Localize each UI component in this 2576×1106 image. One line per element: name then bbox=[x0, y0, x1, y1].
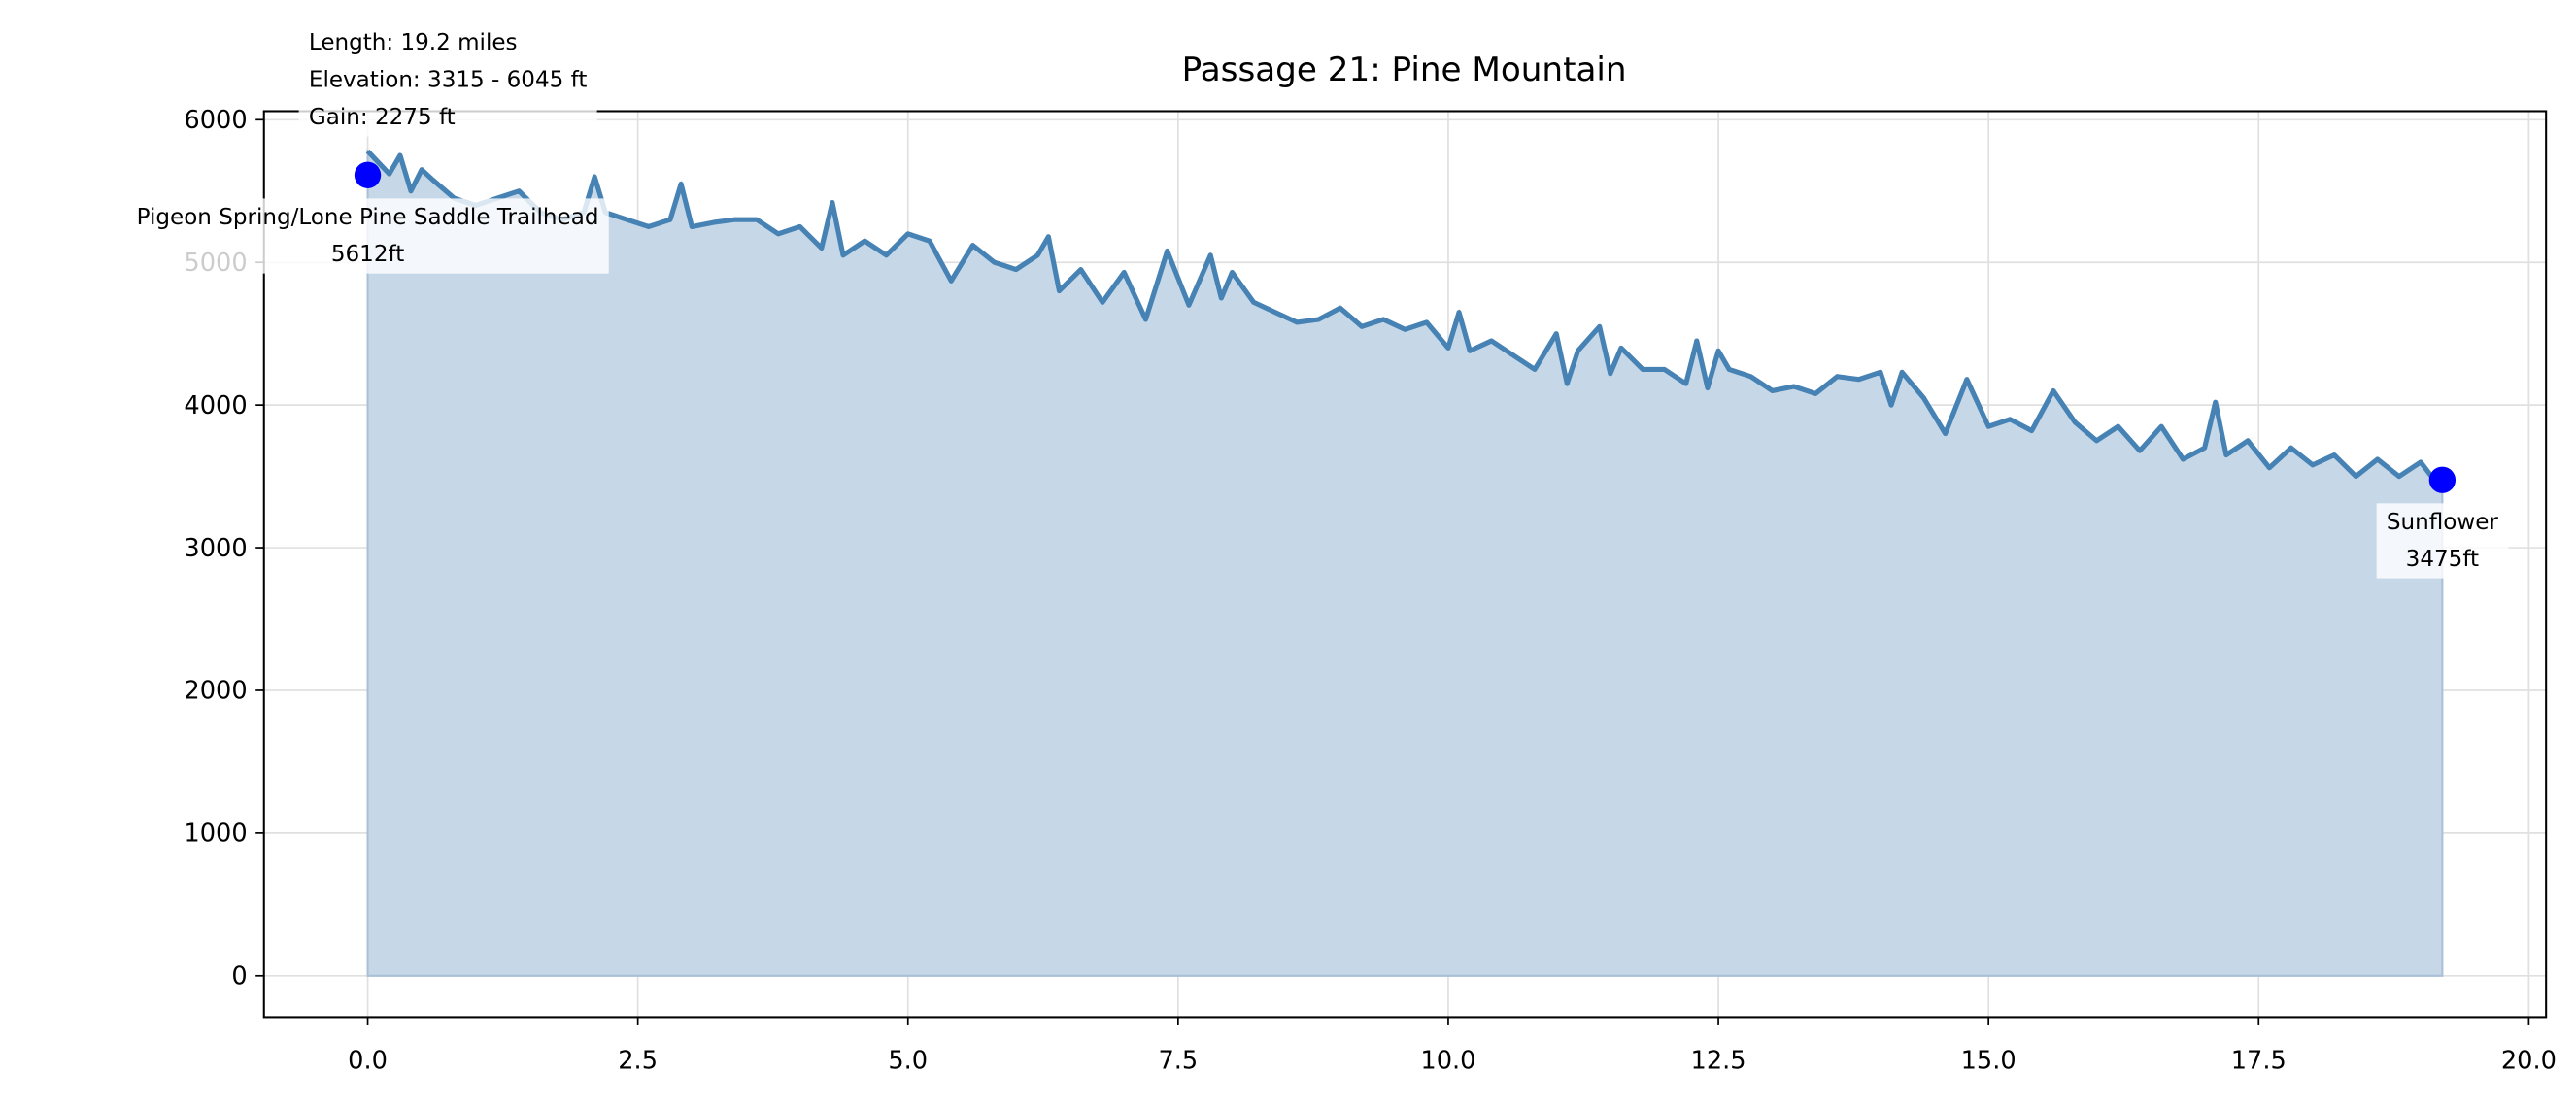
annotation-box bbox=[126, 198, 609, 274]
y-tick-label: 1000 bbox=[184, 820, 247, 849]
point-marker bbox=[2428, 466, 2457, 493]
x-tick-label: 7.5 bbox=[1158, 1047, 1198, 1076]
x-tick-label: 12.5 bbox=[1691, 1047, 1746, 1076]
info-line: Length: 19.2 miles bbox=[309, 30, 518, 55]
x-tick-label: 2.5 bbox=[618, 1047, 658, 1076]
x-tick-label: 20.0 bbox=[2501, 1047, 2557, 1076]
info-line: Gain: 2275 ft bbox=[309, 105, 456, 130]
y-tick-label: 4000 bbox=[184, 391, 247, 420]
point-label: Sunflower bbox=[2387, 510, 2498, 535]
y-tick-label: 0 bbox=[231, 962, 247, 991]
annotation: Pigeon Spring/Lone Pine Saddle Trailhead… bbox=[126, 198, 609, 274]
x-tick-label: 5.0 bbox=[888, 1047, 928, 1076]
annotation-box bbox=[298, 23, 597, 137]
area bbox=[366, 149, 2444, 977]
x-tick-label: 15.0 bbox=[1961, 1047, 2017, 1076]
annotation-box bbox=[2376, 503, 2509, 579]
point-value-label: 3475ft bbox=[2406, 547, 2479, 572]
x-tick-label: 10.0 bbox=[1420, 1047, 1475, 1076]
annotation: Sunflower 3475ft bbox=[2376, 503, 2509, 579]
point-value-label: 5612ft bbox=[331, 242, 404, 267]
y-tick-label: 2000 bbox=[184, 677, 247, 706]
point-marker bbox=[354, 161, 382, 188]
axes-frame bbox=[262, 110, 2548, 1019]
line bbox=[365, 149, 2445, 492]
x-tick-label: 0.0 bbox=[348, 1047, 388, 1076]
y-tick-label: 6000 bbox=[184, 106, 247, 135]
y-tick-label: 3000 bbox=[184, 534, 247, 563]
chart-title: Passage 21: Pine Mountain bbox=[1182, 50, 1627, 89]
point-label: Pigeon Spring/Lone Pine Saddle Trailhead bbox=[137, 205, 599, 230]
annotation: Length: 19.2 miles Elevation: 3315 - 6045… bbox=[298, 23, 597, 137]
x-tick-label: 17.5 bbox=[2231, 1047, 2287, 1076]
info-line: Elevation: 3315 - 6045 ft bbox=[309, 67, 588, 92]
